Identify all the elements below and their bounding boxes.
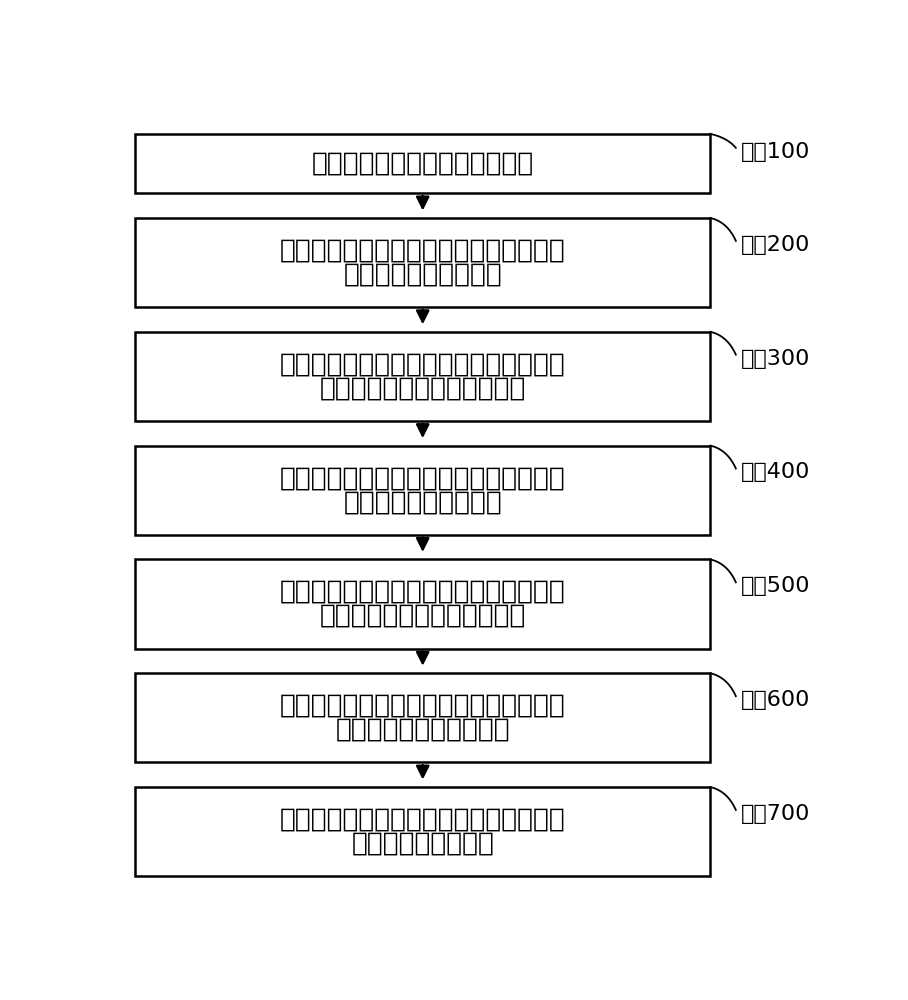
Text: 步骤100: 步骤100 bbox=[741, 142, 811, 162]
Text: 对第一有效波形数据进行滤波处理，得到: 对第一有效波形数据进行滤波处理，得到 bbox=[280, 351, 566, 377]
FancyBboxPatch shape bbox=[135, 787, 710, 876]
Text: 确定第一有效波形数据: 确定第一有效波形数据 bbox=[343, 262, 502, 288]
Text: 根据第二有效波形数据和噪声数据进行筛: 根据第二有效波形数据和噪声数据进行筛 bbox=[280, 465, 566, 491]
FancyBboxPatch shape bbox=[135, 559, 710, 649]
Text: 获取探测研究水域的全波形数据: 获取探测研究水域的全波形数据 bbox=[311, 151, 534, 177]
FancyBboxPatch shape bbox=[135, 218, 710, 307]
Text: 选，确定正确通道数据: 选，确定正确通道数据 bbox=[343, 489, 502, 515]
Text: 根据真实水表时间和真实水底时间，确定: 根据真实水表时间和真实水底时间，确定 bbox=[280, 807, 566, 833]
Text: 步骤700: 步骤700 bbox=[741, 804, 811, 824]
Text: 水表时间和真实水底时间: 水表时间和真实水底时间 bbox=[335, 717, 510, 743]
Text: 步骤200: 步骤200 bbox=[741, 235, 811, 255]
Text: 代分解，确定高斯回波参数组: 代分解，确定高斯回波参数组 bbox=[320, 603, 526, 629]
Text: 步骤600: 步骤600 bbox=[741, 690, 811, 710]
Text: 步骤500: 步骤500 bbox=[741, 576, 811, 596]
Text: 步骤400: 步骤400 bbox=[741, 462, 811, 482]
FancyBboxPatch shape bbox=[135, 446, 710, 535]
FancyBboxPatch shape bbox=[135, 673, 710, 762]
Text: 根据正确通道数据进行基于曲率的高斯迭: 根据正确通道数据进行基于曲率的高斯迭 bbox=[280, 579, 566, 605]
Text: 步骤300: 步骤300 bbox=[741, 349, 811, 369]
FancyBboxPatch shape bbox=[135, 332, 710, 421]
Text: 所述研究水域的水深: 所述研究水域的水深 bbox=[351, 831, 494, 857]
Text: 根据高斯回波参数组进行优化，确定真实: 根据高斯回波参数组进行优化，确定真实 bbox=[280, 693, 566, 719]
FancyBboxPatch shape bbox=[135, 134, 710, 193]
Text: 根据全波形数据的通道数据进行预处理，: 根据全波形数据的通道数据进行预处理， bbox=[280, 237, 566, 263]
Text: 第二有效波形数据和噪声数据: 第二有效波形数据和噪声数据 bbox=[320, 375, 526, 401]
